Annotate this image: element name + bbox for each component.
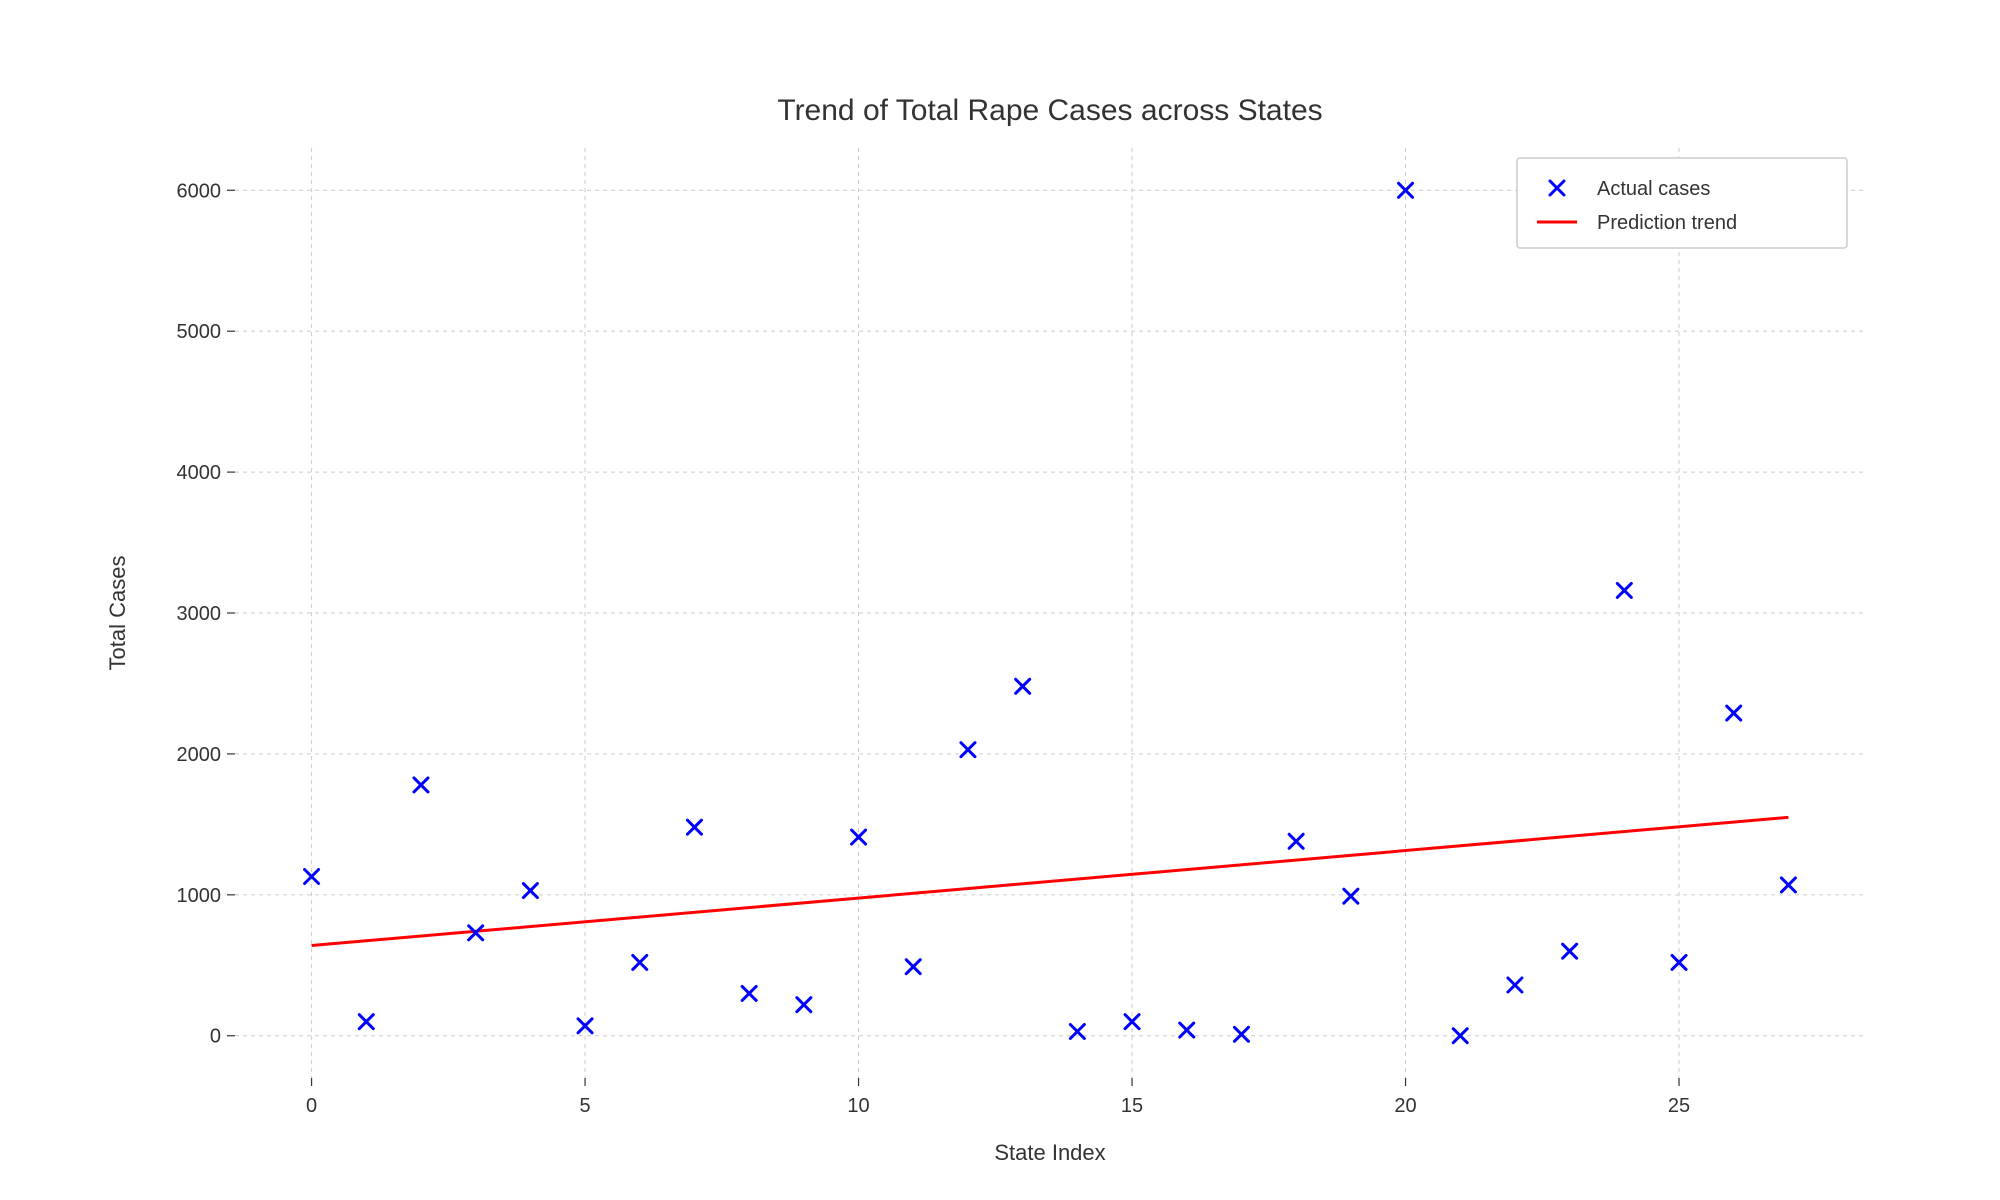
- scatter-point: [1453, 1029, 1467, 1043]
- y-tick-label: 6000: [177, 180, 222, 202]
- scatter-point: [742, 986, 756, 1000]
- legend-label-actual: Actual cases: [1597, 178, 1710, 200]
- x-tick-label: 0: [306, 1095, 317, 1117]
- trend-line: [312, 817, 1789, 945]
- scatter-point: [359, 1015, 373, 1029]
- legend-label-trend: Prediction trend: [1597, 212, 1737, 234]
- x-axis-label: State Index: [994, 1140, 1105, 1165]
- scatter-point: [523, 884, 537, 898]
- y-tick-label: 5000: [177, 321, 222, 343]
- scatter-point: [906, 960, 920, 974]
- scatter-point: [1344, 889, 1358, 903]
- scatter-point: [1508, 978, 1522, 992]
- scatter-point: [1070, 1025, 1084, 1039]
- scatter-point: [1016, 679, 1030, 693]
- y-tick-label: 2000: [177, 744, 222, 766]
- x-tick-label: 15: [1121, 1095, 1143, 1117]
- scatter-point: [1781, 878, 1795, 892]
- scatter-point: [797, 998, 811, 1012]
- x-tick-label: 25: [1668, 1095, 1690, 1117]
- y-tick-label: 4000: [177, 462, 222, 484]
- scatter-point: [1234, 1027, 1248, 1041]
- scatter-point: [414, 778, 428, 792]
- scatter-point: [1727, 706, 1741, 720]
- x-tick-label: 10: [847, 1095, 869, 1117]
- chart-svg: 0 5 10 15 20 25 0 1000 2000 3000 4000 5000 6000 Trend…: [0, 0, 2000, 1200]
- y-tick-label: 1000: [177, 885, 222, 907]
- scatter-point: [1289, 834, 1303, 848]
- scatter-point: [961, 743, 975, 757]
- x-tick-label: 20: [1394, 1095, 1416, 1117]
- scatter-point: [1617, 583, 1631, 597]
- scatter-point: [1399, 183, 1413, 197]
- scatter-point: [633, 955, 647, 969]
- chart-container: 0 5 10 15 20 25 0 1000 2000 3000 4000 5000 6000 Trend…: [0, 0, 2000, 1200]
- scatter-point: [852, 830, 866, 844]
- y-axis-label: Total Cases: [105, 556, 130, 671]
- y-tick-label: 0: [210, 1026, 221, 1048]
- scatter-point: [687, 820, 701, 834]
- x-tick-label: 5: [580, 1095, 591, 1117]
- scatter-point: [1180, 1023, 1194, 1037]
- chart-title: Trend of Total Rape Cases across States: [777, 94, 1322, 127]
- y-tick-label: 3000: [177, 603, 222, 625]
- scatter-point: [1125, 1015, 1139, 1029]
- scatter-point: [1563, 944, 1577, 958]
- legend: Actual cases Prediction trend: [1517, 158, 1847, 248]
